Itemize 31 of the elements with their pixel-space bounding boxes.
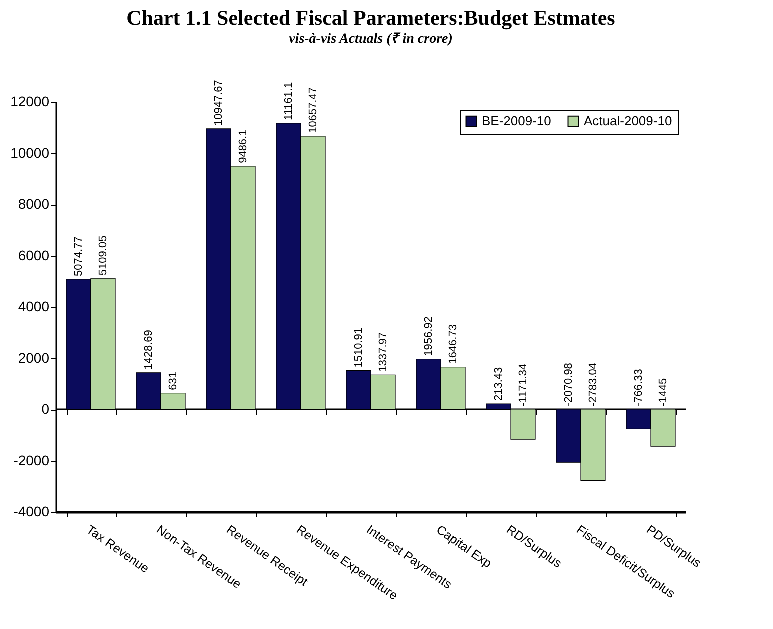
- y-tick-label: -2000: [14, 452, 50, 468]
- y-tick-label: 12000: [10, 94, 50, 110]
- y-tick-label: 2000: [18, 350, 50, 366]
- chart-title: Chart 1.1 Selected Fiscal Parameters:Budget Estmates: [126, 6, 616, 30]
- y-tick-label: 4000: [18, 298, 50, 314]
- data-label: 1646.73: [447, 324, 460, 364]
- data-label: 10947.67: [212, 80, 225, 126]
- data-label: -2783.04: [587, 363, 600, 406]
- data-label: -1171.34: [517, 364, 530, 406]
- data-label: -766.33: [632, 369, 645, 406]
- data-label: 1956.92: [422, 316, 435, 356]
- y-tick-label: 0: [42, 401, 50, 417]
- data-label: 9486.1: [237, 130, 250, 164]
- data-label: 1337.97: [377, 332, 390, 372]
- y-tick-label: 8000: [18, 196, 50, 212]
- legend-label: Actual-2009-10: [584, 114, 672, 129]
- data-label: 5074.77: [72, 236, 85, 276]
- legend-label: BE-2009-10: [482, 114, 552, 129]
- data-label: 1428.69: [142, 330, 155, 370]
- data-label: -1445: [657, 378, 670, 406]
- data-label: 10657.47: [307, 88, 320, 134]
- data-label: 631: [167, 372, 180, 390]
- data-label: 213.43: [492, 367, 505, 402]
- y-tick-label: 6000: [18, 247, 50, 264]
- data-label: 5109.05: [97, 236, 110, 276]
- y-tick-label: 10000: [10, 144, 50, 161]
- data-label: 11161.1: [282, 82, 295, 120]
- y-tick-label: -4000: [14, 504, 50, 520]
- chart-subtitle: vis-à-vis Actuals (₹ in crore): [289, 32, 453, 48]
- data-label: -2070.98: [562, 363, 575, 406]
- data-label: 1510.91: [352, 328, 365, 368]
